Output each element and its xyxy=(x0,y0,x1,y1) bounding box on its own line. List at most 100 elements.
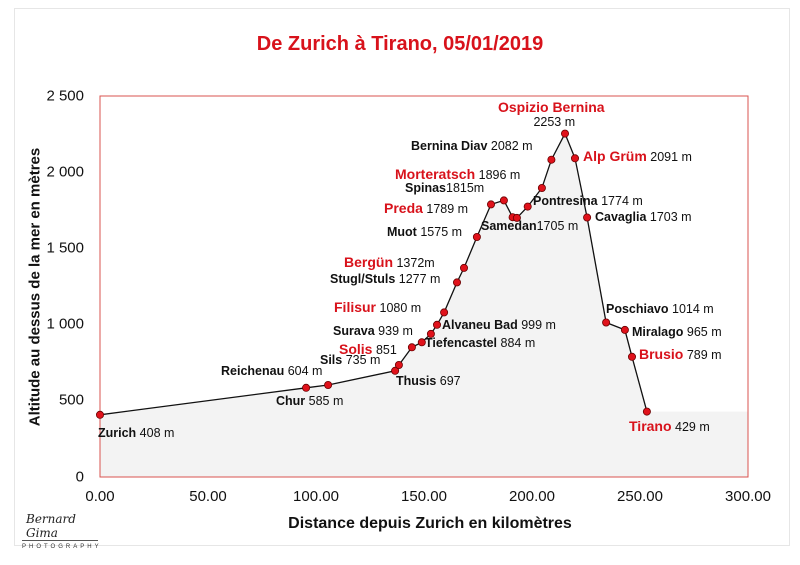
station-marker xyxy=(391,366,400,375)
station-marker xyxy=(394,360,403,369)
station-marker xyxy=(426,329,435,338)
station-marker xyxy=(620,325,629,334)
y-tick: 1 000 xyxy=(46,315,84,333)
station-name: Tirano xyxy=(629,418,672,434)
station-altitude: 1014 m xyxy=(668,302,714,316)
chart-title: De Zurich à Tirano, 05/01/2019 xyxy=(256,33,544,55)
station-name: Zurich xyxy=(98,426,137,440)
station-marker xyxy=(523,202,532,211)
station-marker xyxy=(571,154,580,163)
x-tick: 100.00 xyxy=(293,488,339,505)
y-tick: 1 500 xyxy=(46,239,84,257)
station-altitude: 585 m xyxy=(305,394,344,408)
station-name: Alp Grüm xyxy=(583,148,647,164)
station-name: Bergün xyxy=(344,254,393,270)
station-name: Preda xyxy=(384,200,423,216)
x-tick: 0.00 xyxy=(85,488,115,505)
station-marker xyxy=(432,320,441,329)
station-name: Morteratsch xyxy=(395,166,476,182)
station-name: Stugl/Stuls xyxy=(330,272,396,286)
station-label: Alvaneu Bad 999 m xyxy=(442,318,556,332)
station-name: Cavaglia xyxy=(595,210,647,224)
station-marker xyxy=(440,308,449,317)
station-markers xyxy=(96,129,651,419)
station-label: Bernina Diav 2082 m xyxy=(411,139,533,153)
station-name: Solis xyxy=(339,341,373,357)
station-label: Sils 735 m xyxy=(320,353,380,367)
x-tick: 150.00 xyxy=(401,488,447,505)
watermark-logo: Bernard Gima PHOTOGRAPHY xyxy=(22,512,112,550)
station-altitude: 2091 m xyxy=(646,150,692,164)
x-tick: 50.00 xyxy=(189,488,227,505)
station-label: Brusio 789 m xyxy=(639,346,722,362)
station-altitude: 735 m xyxy=(342,353,381,367)
station-altitude: 1789 m xyxy=(422,202,469,216)
station-name: Surava xyxy=(333,324,375,338)
station-name: Filisur xyxy=(334,299,377,315)
station-marker xyxy=(324,380,333,389)
station-altitude: 1705 m xyxy=(536,219,579,233)
chart-frame xyxy=(14,8,790,546)
station-name: Pontresina xyxy=(533,194,598,208)
station-altitude: 1815m xyxy=(446,181,485,195)
peak-value: 2253 m xyxy=(533,115,576,129)
station-marker xyxy=(628,352,637,361)
station-label: Morteratsch 1896 m xyxy=(395,166,520,182)
station-altitude: 965 m xyxy=(683,325,722,339)
station-label: Preda 1789 m xyxy=(384,200,468,216)
station-label: Chur 585 m xyxy=(276,394,343,408)
station-marker xyxy=(561,129,570,138)
station-label: Poschiavo 1014 m xyxy=(606,302,714,316)
station-altitude: 1575 m xyxy=(416,225,463,239)
station-label: Pontresina 1774 m xyxy=(533,194,643,208)
station-label: Alp Grüm 2091 m xyxy=(583,148,692,164)
station-altitude: 2082 m xyxy=(487,139,533,153)
station-marker xyxy=(472,232,481,241)
station-altitude: 697 xyxy=(436,374,461,388)
station-name: Chur xyxy=(276,394,306,408)
peak-label: Ospizio Bernina 2253 m xyxy=(498,99,605,129)
station-label: Tirano 429 m xyxy=(629,418,710,434)
station-marker xyxy=(96,410,105,419)
x-tick: 300.00 xyxy=(725,488,771,505)
station-name: Samedan xyxy=(481,219,537,233)
station-label: Thusis 697 xyxy=(396,374,461,388)
station-label: Solis 851 xyxy=(339,341,397,357)
station-marker xyxy=(407,343,416,352)
station-altitude: 939 m xyxy=(374,324,413,338)
station-label: Reichenau 604 m xyxy=(221,364,322,378)
station-marker xyxy=(459,263,468,272)
station-label: Filisur 1080 m xyxy=(334,299,421,315)
station-label: Stugl/Stuls 1277 m xyxy=(330,272,440,286)
station-name: Brusio xyxy=(639,346,684,362)
station-label: Spinas1815m xyxy=(405,181,484,195)
station-name: Sils xyxy=(320,353,343,367)
station-name: Bernina Diav xyxy=(411,139,488,153)
station-altitude: 999 m xyxy=(517,318,556,332)
station-label: Cavaglia 1703 m xyxy=(595,210,692,224)
station-name: Poschiavo xyxy=(606,302,669,316)
station-marker xyxy=(302,383,311,392)
watermark-subtitle: PHOTOGRAPHY xyxy=(22,544,102,550)
station-marker xyxy=(486,200,495,209)
station-name: Reichenau xyxy=(221,364,285,378)
station-marker xyxy=(642,407,651,416)
station-altitude: 1896 m xyxy=(475,168,521,182)
station-altitude: 1703 m xyxy=(646,210,692,224)
station-altitude: 1080 m xyxy=(376,301,422,315)
station-marker xyxy=(602,318,611,327)
station-altitude: 604 m xyxy=(284,364,323,378)
station-name: Alvaneu Bad xyxy=(442,318,518,332)
y-tick: 2 500 xyxy=(46,87,84,105)
station-name: Muot xyxy=(387,225,417,239)
station-name: Thusis xyxy=(396,374,437,388)
station-marker xyxy=(537,183,546,192)
station-marker xyxy=(452,278,461,287)
station-altitude: 789 m xyxy=(683,348,722,362)
station-marker xyxy=(417,338,426,347)
y-tick: 0 xyxy=(75,468,84,486)
station-label: Miralago 965 m xyxy=(632,325,722,339)
x-axis-label: Distance depuis Zurich en kilomètres xyxy=(288,515,572,532)
station-altitude: 1774 m xyxy=(597,194,643,208)
